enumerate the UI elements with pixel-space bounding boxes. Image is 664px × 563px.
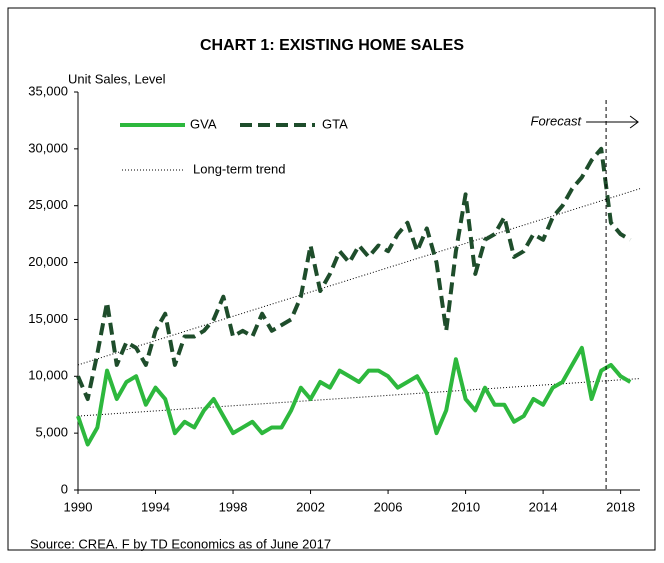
frame: [7, 7, 656, 551]
x-tick-label: 1998: [219, 499, 248, 514]
x-tick-label: 2010: [451, 499, 480, 514]
y-axis-label: Unit Sales, Level: [68, 71, 166, 86]
legend-label: GTA: [322, 116, 348, 131]
y-tick-label: 25,000: [28, 197, 68, 212]
x-tick-label: 2018: [606, 499, 635, 514]
x-tick-label: 2014: [529, 499, 558, 514]
legend-label: Long-term trend: [193, 161, 286, 176]
y-tick-label: 15,000: [28, 311, 68, 326]
series-line: [76, 146, 632, 402]
y-tick-label: 0: [61, 481, 68, 496]
legend-label: GVA: [190, 116, 217, 131]
y-tick-label: 5,000: [35, 425, 68, 440]
x-tick-label: 2002: [296, 499, 325, 514]
x-tick-label: 1990: [64, 499, 93, 514]
y-tick-label: 10,000: [28, 368, 68, 383]
forecast-arrowhead: [629, 115, 639, 129]
trend-line: [77, 378, 641, 417]
source: Source: CREA. F by TD Economics as of Ju…: [30, 536, 331, 551]
x-tick-label: 2006: [374, 499, 403, 514]
x-tick-label: 1994: [141, 499, 170, 514]
y-tick-label: 30,000: [28, 140, 68, 155]
chart-title: CHART 1: EXISTING HOME SALES: [200, 37, 464, 54]
trend-line: [77, 188, 641, 366]
y-tick-label: 35,000: [28, 83, 68, 98]
y-tick-label: 20,000: [28, 254, 68, 269]
forecast-label: Forecast: [531, 113, 583, 128]
series-line: [76, 345, 632, 447]
